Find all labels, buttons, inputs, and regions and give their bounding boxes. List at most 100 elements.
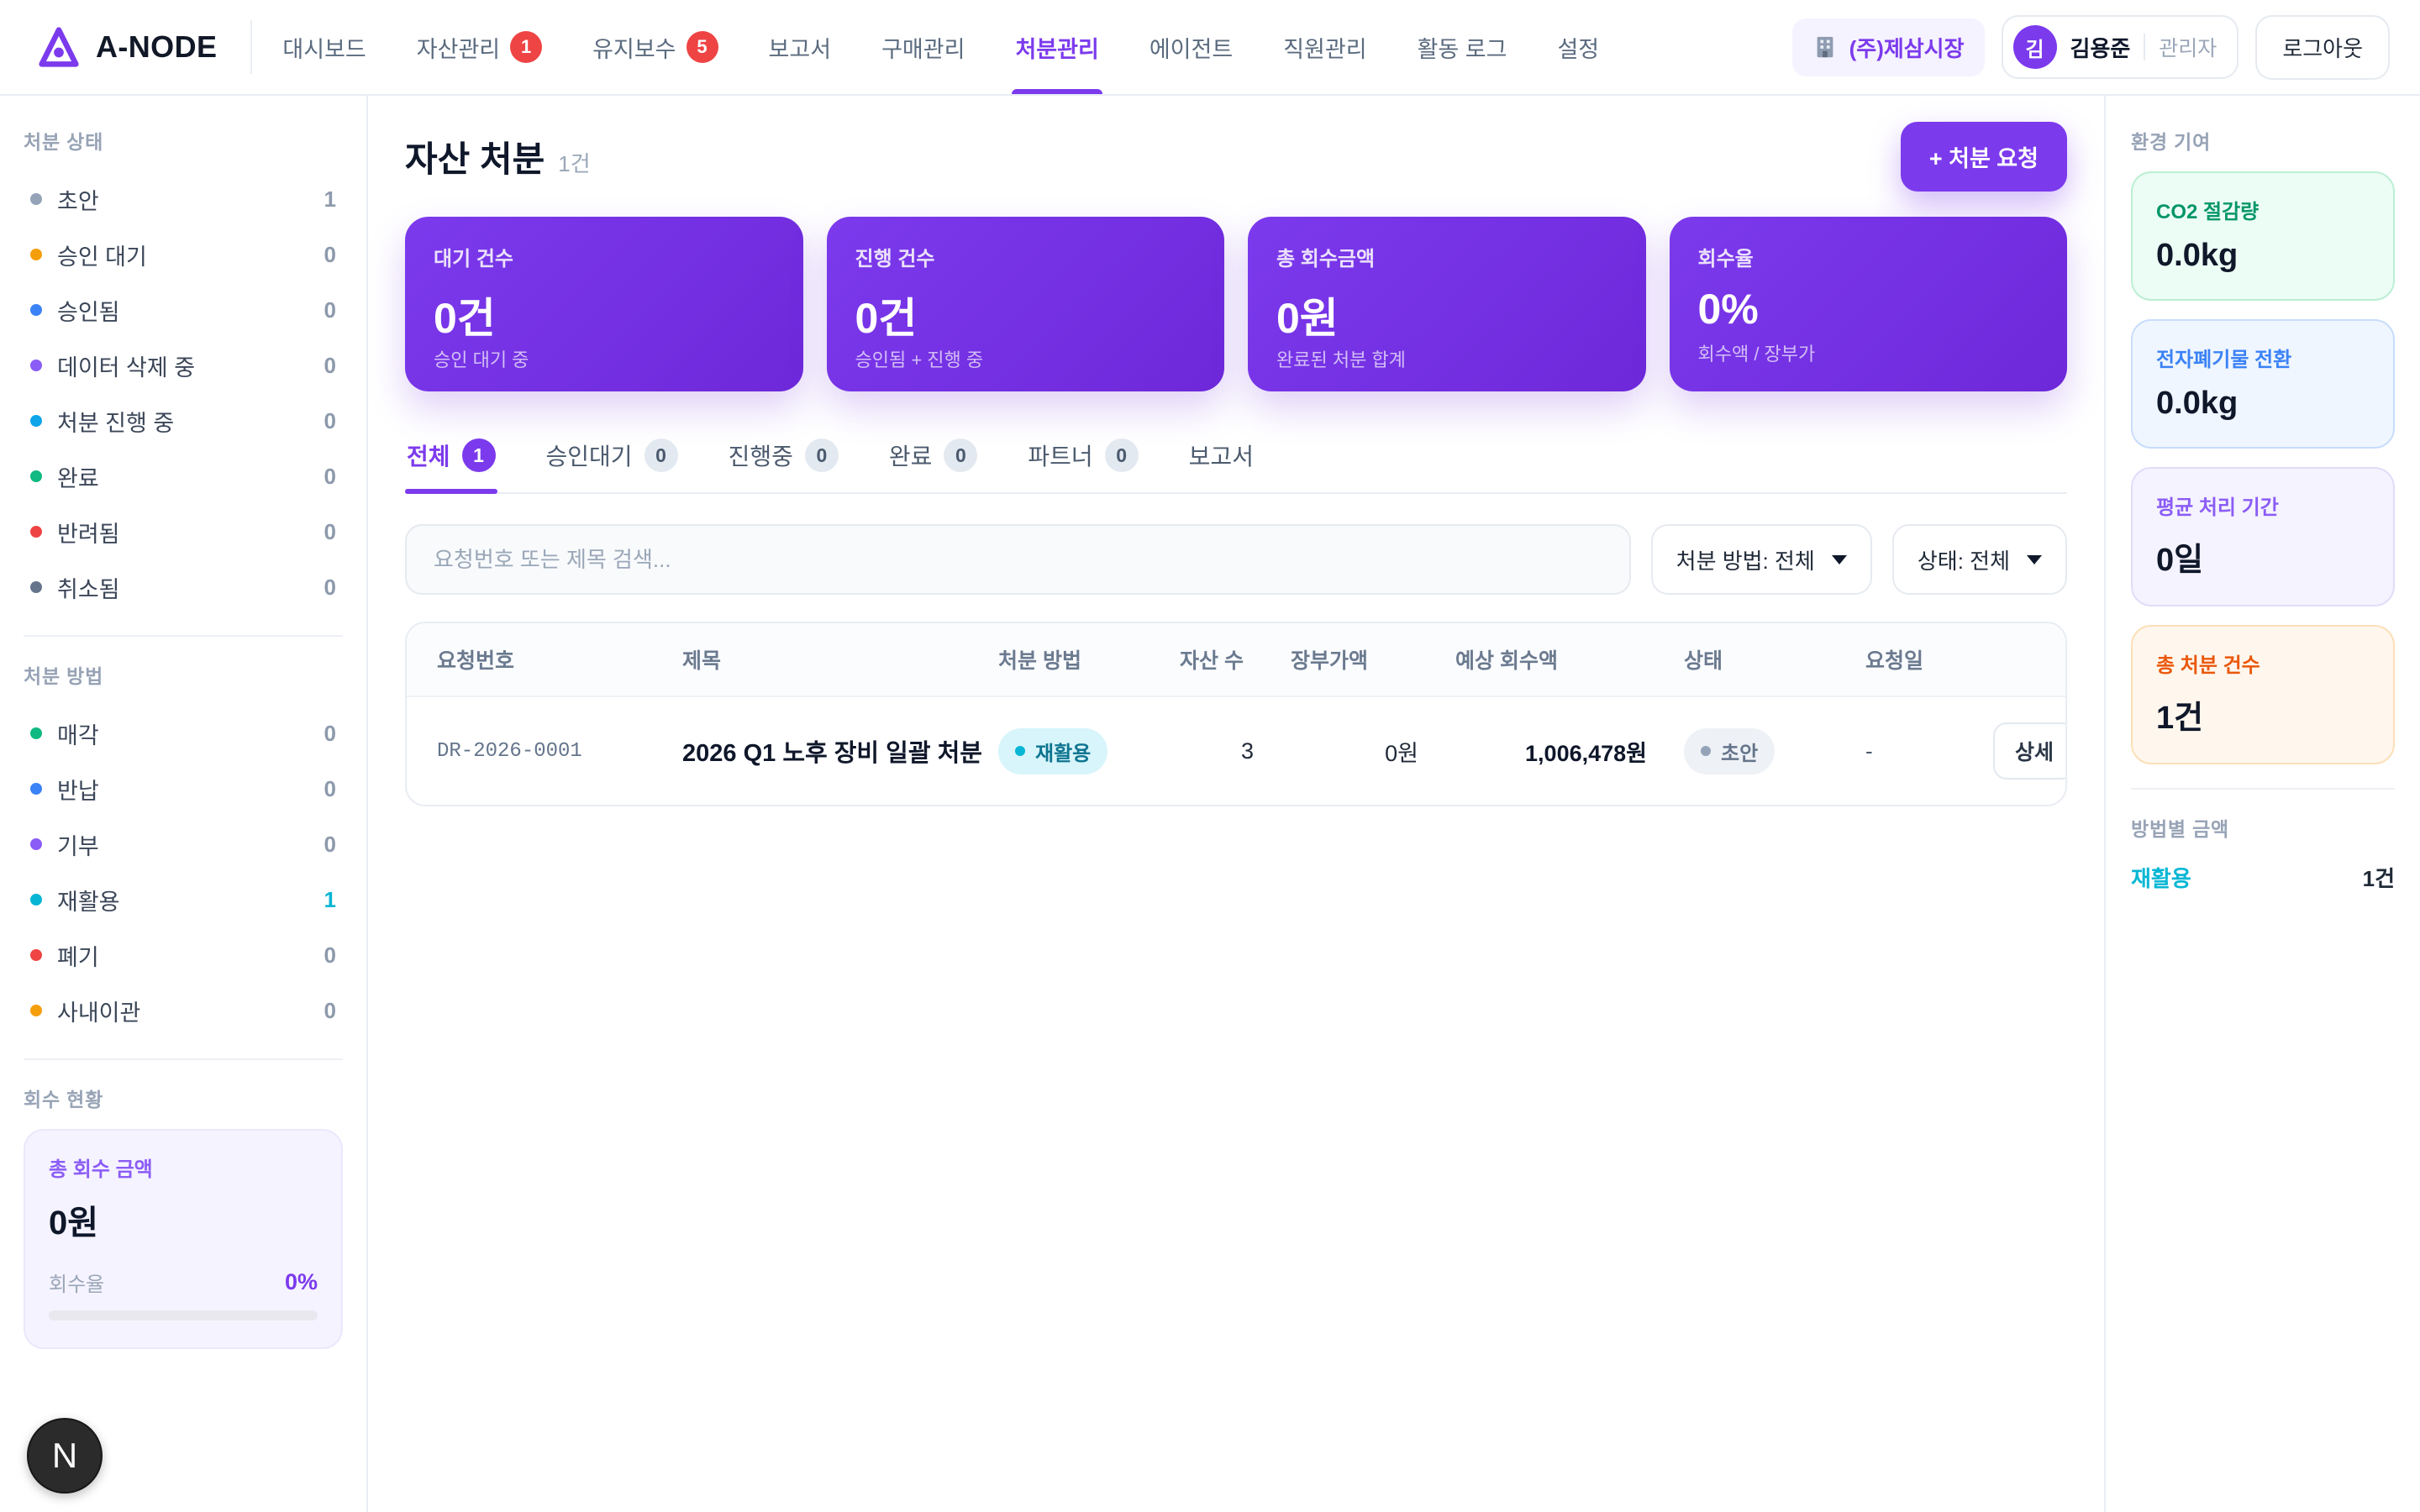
brand-name: A-NODE: [96, 29, 218, 64]
method-filter-select[interactable]: 처분 방법: 전체: [1650, 524, 1872, 595]
table-row[interactable]: DR-2026-0001 2026 Q1 노후 장비 일괄 처분 재활용 3 0…: [407, 697, 2065, 805]
tab-completed[interactable]: 완료 0: [887, 428, 980, 492]
nav-label: 활동 로그: [1417, 36, 1507, 62]
nav-item-activity-log[interactable]: 활동 로그: [1418, 0, 1507, 94]
tab-count-badge: 1: [461, 438, 496, 472]
user-menu[interactable]: 김 김용준 관리자: [2001, 15, 2239, 79]
item-label: 기부: [57, 833, 99, 859]
nav-item-assets[interactable]: 자산관리 1: [416, 0, 543, 94]
sidebar-item-donation[interactable]: 기부 0: [24, 816, 343, 872]
chevron-down-icon: [1831, 554, 1847, 564]
sidebar-item-approved[interactable]: 승인됨 0: [24, 282, 343, 338]
recovery-rate-label: 회수율: [49, 1273, 105, 1296]
tab-reports[interactable]: 보고서: [1187, 428, 1255, 492]
sidebar-item-draft[interactable]: 초안 1: [24, 171, 343, 227]
sidebar-item-cancelled[interactable]: 취소됨 0: [24, 559, 343, 615]
tab-partners[interactable]: 파트너 0: [1026, 428, 1139, 492]
nav-label: 보고서: [768, 36, 832, 62]
nav-item-settings[interactable]: 설정: [1557, 0, 1599, 94]
new-disposal-request-button[interactable]: + 처분 요청: [1900, 121, 2067, 192]
sidebar-item-scrap[interactable]: 폐기 0: [24, 927, 343, 983]
stat-card-pending: 대기 건수 0건 승인 대기 중: [405, 217, 803, 391]
sidebar-item-completed[interactable]: 완료 0: [24, 449, 343, 504]
col-header-book-value: 장부가액: [1291, 649, 1369, 673]
method-amount-section-title: 방법별 금액: [2131, 818, 2229, 840]
tab-count-badge: 0: [1104, 438, 1139, 472]
detail-button[interactable]: 상세: [1992, 722, 2065, 780]
item-count: 0: [324, 720, 336, 746]
top-navbar: A-NODE 대시보드 자산관리 1 유지보수 5 보고서 구매관리 처분관리 에이…: [0, 0, 2420, 96]
dev-tools-badge[interactable]: N: [27, 1418, 103, 1494]
col-header-method: 처분 방법: [998, 649, 1081, 673]
status-filter-select[interactable]: 상태: 전체: [1891, 524, 2067, 595]
nav-item-maintenance[interactable]: 유지보수 5: [592, 0, 718, 94]
nav-item-reports[interactable]: 보고서: [769, 0, 832, 94]
item-count: 0: [324, 574, 336, 600]
env-card-value: 0.0kg: [2156, 238, 2238, 273]
nav-item-purchasing[interactable]: 구매관리: [881, 0, 965, 94]
company-selector[interactable]: (주)제삼시장: [1791, 18, 1985, 76]
tab-pending-approval[interactable]: 승인대기 0: [544, 428, 680, 492]
sidebar-item-pending-approval[interactable]: 승인 대기 0: [24, 227, 343, 282]
sidebar-item-data-wiping[interactable]: 데이터 삭제 중 0: [24, 338, 343, 393]
method-dot-icon: [30, 783, 42, 795]
a-node-logo-icon: [39, 27, 79, 67]
sidebar-item-rejected[interactable]: 반려됨 0: [24, 504, 343, 559]
item-count: 0: [324, 463, 336, 489]
col-header-title: 제목: [682, 649, 722, 673]
logout-button[interactable]: 로그아웃: [2255, 14, 2390, 80]
select-value: 상태: 전체: [1917, 548, 2010, 574]
stat-value: 0%: [1697, 286, 1759, 333]
stat-label: 대기 건수: [434, 248, 513, 270]
method-badge: 재활용: [998, 727, 1108, 774]
item-count: 1: [324, 186, 336, 212]
stat-card-in-progress: 진행 건수 0건 승인됨 + 진행 중: [826, 217, 1224, 391]
main-nav: 대시보드 자산관리 1 유지보수 5 보고서 구매관리 처분관리 에이전트 직원관리…: [282, 0, 1599, 94]
item-label: 재활용: [57, 889, 120, 915]
nav-label: 처분관리: [1015, 36, 1099, 62]
nav-item-disposal[interactable]: 처분관리: [1012, 0, 1102, 94]
select-value: 처분 방법: 전체: [1676, 548, 1815, 574]
item-count: 0: [324, 518, 336, 544]
item-label: 반려됨: [57, 521, 120, 547]
tab-in-progress[interactable]: 진행중 0: [727, 428, 840, 492]
sidebar-item-internal-transfer[interactable]: 사내이관 0: [24, 983, 343, 1038]
notification-badge: 5: [686, 31, 718, 63]
brand-logo[interactable]: A-NODE: [37, 0, 217, 94]
item-label: 반납: [57, 778, 99, 804]
item-label: 취소됨: [57, 576, 120, 602]
stat-value: 0원: [1276, 295, 1339, 342]
item-count: 0: [324, 997, 336, 1023]
item-count: 0: [324, 831, 336, 857]
item-count: 0: [324, 407, 336, 433]
item-label: 폐기: [57, 944, 99, 970]
tab-all[interactable]: 전체 1: [405, 428, 497, 494]
item-label: 매각: [57, 722, 99, 748]
env-card-label: CO2 절감량: [2156, 201, 2260, 223]
nav-item-employees[interactable]: 직원관리: [1283, 0, 1366, 94]
item-label: 승인됨: [57, 299, 120, 325]
method-dot-icon: [30, 949, 42, 961]
nav-item-dashboard[interactable]: 대시보드: [282, 0, 366, 94]
stat-value: 0건: [855, 295, 918, 342]
nav-label: 자산관리: [416, 36, 501, 62]
notification-badge: 1: [510, 31, 543, 63]
sidebar-item-in-progress[interactable]: 처분 진행 중 0: [24, 393, 343, 449]
left-sidebar: 처분 상태 초안 1 승인 대기 0 승인됨 0 데이터 삭제 중 0 처분 진행 중 0…: [0, 96, 368, 1512]
method-amount-value: 1건: [2362, 866, 2395, 891]
content-area: 처분 상태 초안 1 승인 대기 0 승인됨 0 데이터 삭제 중 0 처분 진행 중 0…: [0, 96, 2420, 1512]
nav-item-agents[interactable]: 에이전트: [1150, 0, 1233, 94]
badge-label: 재활용: [1035, 742, 1092, 765]
sidebar-item-recycle[interactable]: 재활용 1: [24, 872, 343, 927]
stat-card-total-recovery: 총 회수금액 0원 완료된 처분 합계: [1248, 217, 1646, 391]
env-card-label: 총 처분 건수: [2156, 654, 2260, 677]
divider: [24, 635, 343, 637]
search-input[interactable]: [405, 524, 1631, 595]
sidebar-item-return[interactable]: 반납 0: [24, 761, 343, 816]
avatar: 김: [2012, 25, 2057, 69]
item-count: 1: [324, 886, 336, 912]
sidebar-item-sale[interactable]: 매각 0: [24, 706, 343, 761]
cell-asset-count: 3: [1240, 738, 1254, 764]
col-header-expected-recovery: 예상 회수액: [1455, 649, 1558, 673]
